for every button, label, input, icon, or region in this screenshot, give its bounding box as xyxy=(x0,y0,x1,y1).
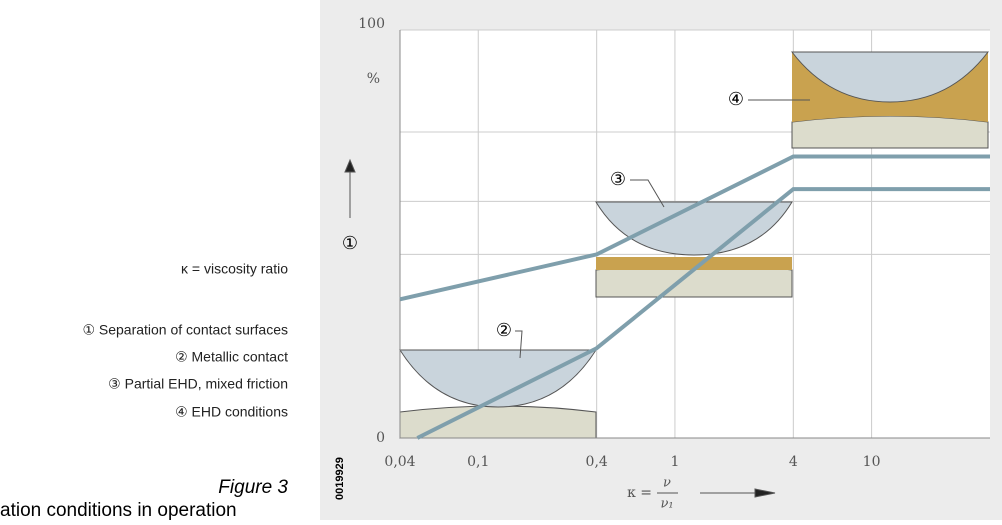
illustration-metallic-contact xyxy=(399,349,597,439)
definition: κ = viscosity ratio xyxy=(181,261,288,277)
y-tick-label: 0 xyxy=(376,430,385,446)
legend-text: ② Metallic contact xyxy=(175,349,288,365)
caption: ation conditions in operation xyxy=(0,500,237,520)
x-tick-label: 4 xyxy=(789,454,798,470)
y-tick-label: 100 xyxy=(358,16,385,32)
leaders xyxy=(344,99,810,498)
y-axis-label: ① xyxy=(342,233,358,253)
annotation: ② xyxy=(496,320,512,340)
y-unit: % xyxy=(367,71,380,87)
x-tick-label: 0,4 xyxy=(586,454,608,470)
line xyxy=(399,154,990,302)
figure-label: Figure 3 xyxy=(218,477,288,498)
legend-text: ④ EHD conditions xyxy=(175,404,288,420)
x-label-denominator: ν₁ xyxy=(660,497,673,512)
x-tick-label: 10 xyxy=(863,454,881,470)
x-tick-label: 0,04 xyxy=(384,454,415,470)
legend-text: ① Separation of contact surfaces xyxy=(82,322,288,338)
x-label-prefix: κ = xyxy=(627,485,652,501)
annotation: ④ xyxy=(728,89,744,109)
x-tick-label: 1 xyxy=(670,454,679,470)
line xyxy=(416,187,990,440)
x-tick-label: 0,1 xyxy=(467,454,489,470)
figure-code: 0019929 xyxy=(334,457,346,500)
legend-text: ③ Partial EHD, mixed friction xyxy=(108,376,288,392)
illustration-ehd xyxy=(790,51,990,149)
annotation: ③ xyxy=(610,169,626,189)
x-label-numerator: ν xyxy=(663,476,671,491)
